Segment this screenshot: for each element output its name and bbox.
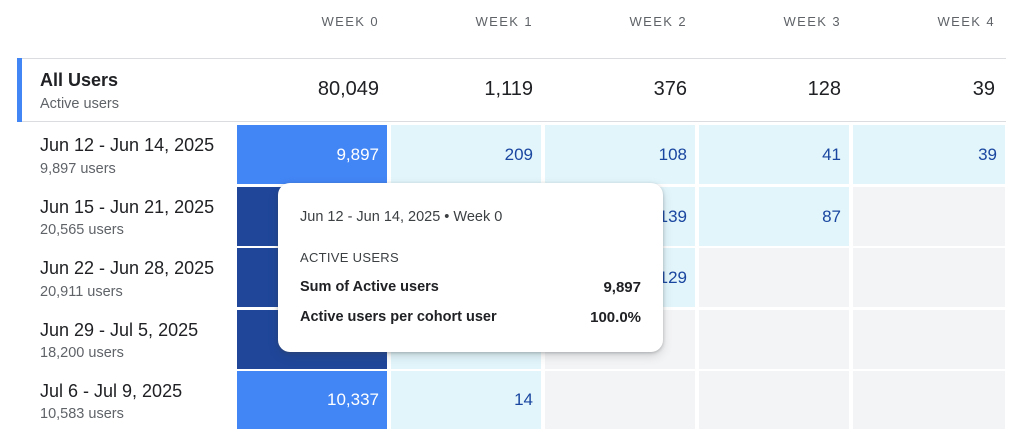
- cohort-label: Jul 6 - Jul 9, 2025: [40, 381, 183, 401]
- column-header-week-0[interactable]: WEEK 0: [321, 14, 379, 29]
- cohort-cell-r4-w0[interactable]: 10,337: [237, 371, 387, 429]
- tooltip-section-heading: ACTIVE USERS: [300, 250, 399, 265]
- cohort-cell-r0-w1[interactable]: 209: [391, 125, 541, 184]
- cohort-cell-r0-w3[interactable]: 41: [699, 125, 849, 184]
- all-users-title: All Users: [40, 70, 119, 90]
- cohort-cell-r4-w4[interactable]: [853, 371, 1005, 429]
- column-header-week-1[interactable]: WEEK 1: [475, 14, 533, 29]
- cohort-cell-r1-w4[interactable]: [853, 187, 1005, 246]
- cohort-cell-r2-w3[interactable]: [699, 248, 849, 307]
- tooltip-metric-label: Active users per cohort user: [300, 309, 497, 325]
- all-users-subtitle: Active users: [40, 96, 119, 112]
- cohort-user-count: 20,911 users: [40, 284, 123, 300]
- cohort-cell-r0-w4[interactable]: 39: [853, 125, 1005, 184]
- all-users-accent-bar: [17, 58, 22, 122]
- cohort-label: Jun 22 - Jun 28, 2025: [40, 258, 215, 278]
- cohort-cell-r4-w3[interactable]: [699, 371, 849, 429]
- cohort-cell-r4-w2[interactable]: [545, 371, 695, 429]
- column-header-week-2[interactable]: WEEK 2: [629, 14, 687, 29]
- column-header-week-3[interactable]: WEEK 3: [783, 14, 841, 29]
- cohort-label: Jun 12 - Jun 14, 2025: [40, 135, 215, 155]
- cohort-cell-r3-w3[interactable]: [699, 310, 849, 369]
- cohort-label: Jun 15 - Jun 21, 2025: [40, 197, 215, 217]
- all-users-value-week-4: 39: [972, 78, 995, 100]
- cohort-cell-r4-w1[interactable]: 14: [391, 371, 541, 429]
- cohort-user-count: 18,200 users: [40, 345, 124, 361]
- all-users-value-week-1: 1,119: [484, 78, 533, 100]
- cohort-cell-r0-w2[interactable]: 108: [545, 125, 695, 184]
- all-users-value-week-2: 376: [653, 78, 687, 100]
- cohort-cell-r2-w4[interactable]: [853, 248, 1005, 307]
- tooltip-metric-label: Sum of Active users: [300, 279, 439, 295]
- tooltip-metric-value: 100.0%: [590, 309, 641, 326]
- column-header-week-4[interactable]: WEEK 4: [937, 14, 995, 29]
- cohort-cell-r0-w0[interactable]: 9,897: [237, 125, 387, 184]
- cohort-user-count: 10,583 users: [40, 406, 124, 422]
- cohort-label: Jun 29 - Jul 5, 2025: [40, 320, 199, 340]
- cohort-user-count: 20,565 users: [40, 222, 124, 238]
- cohort-user-count: 9,897 users: [40, 161, 116, 177]
- cohort-cell-r1-w3[interactable]: 87: [699, 187, 849, 246]
- tooltip-metric-value: 9,897: [603, 279, 641, 296]
- all-users-value-week-3: 128: [807, 78, 841, 100]
- all-users-row: [17, 58, 1006, 122]
- cohort-cell-r3-w4[interactable]: [853, 310, 1005, 369]
- tooltip-title: Jun 12 - Jun 14, 2025 • Week 0: [300, 209, 503, 225]
- cell-tooltip: Jun 12 - Jun 14, 2025 • Week 0 ACTIVE US…: [278, 183, 663, 352]
- all-users-value-week-0: 80,049: [317, 78, 379, 100]
